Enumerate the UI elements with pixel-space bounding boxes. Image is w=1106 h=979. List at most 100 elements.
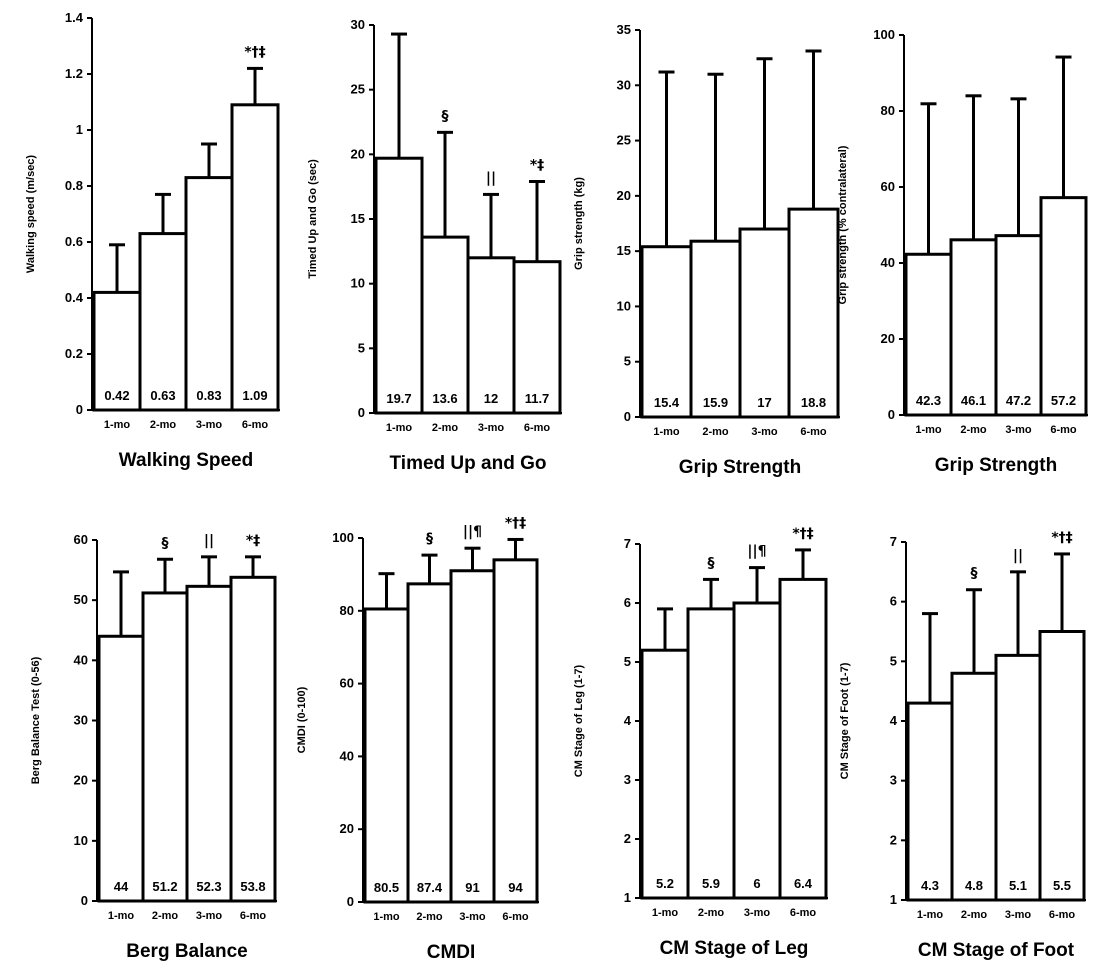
y-axis-label: Walking speed (m/sec) (25, 155, 37, 274)
bar-2-mo (950, 671, 998, 902)
bar-value-label: 0.83 (196, 388, 221, 403)
significance-marker: § (426, 531, 433, 547)
y-tick-label: 4 (624, 713, 632, 728)
bar-value-label: 47.2 (1006, 393, 1031, 408)
bar-2-mo (689, 239, 742, 419)
y-tick-label: 0 (358, 405, 365, 420)
bar-2-mo (138, 232, 188, 412)
significance-marker: *‡ (530, 157, 544, 173)
y-tick-label: 5 (624, 654, 631, 669)
bar-1-mo (640, 648, 690, 900)
category-label: 6-mo (1049, 909, 1076, 921)
category-label: 6-mo (502, 911, 529, 923)
y-tick-label: 5 (358, 340, 365, 355)
significance-marker: || (486, 170, 496, 186)
bar-1-mo (906, 701, 954, 902)
category-label: 2-mo (416, 911, 443, 923)
chart-title: CMDI (427, 942, 476, 963)
y-tick-label: 6 (890, 594, 897, 609)
y-tick-label: 20 (340, 821, 354, 836)
y-tick-label: 10 (74, 833, 88, 848)
y-tick-label: 0 (76, 402, 83, 417)
y-tick-label: 60 (881, 179, 895, 194)
bar-value-label: 0.42 (104, 388, 129, 403)
chart-title: Walking Speed (119, 450, 253, 471)
bar-value-label: 18.8 (801, 395, 826, 410)
bar-value-label: 5.2 (656, 876, 674, 891)
y-tick-label: 20 (351, 146, 365, 161)
bar-value-label: 6 (753, 876, 760, 891)
category-label: 6-mo (524, 422, 551, 434)
bar-3-mo (466, 256, 516, 415)
category-label: 6-mo (240, 910, 267, 922)
bar-6-mo (230, 103, 280, 412)
y-tick-label: 2 (890, 832, 897, 847)
y-tick-label: 2 (624, 831, 631, 846)
y-tick-label: 0 (624, 409, 631, 424)
y-tick-label: 80 (881, 103, 895, 118)
category-label: 6-mo (1050, 424, 1077, 436)
y-tick-label: 7 (624, 536, 631, 551)
chart-title: Grip Strength (679, 457, 801, 478)
bar-6-mo (229, 575, 277, 903)
y-tick-label: 100 (873, 27, 895, 42)
significance-marker: *†‡ (792, 526, 813, 542)
category-label: 2-mo (961, 909, 988, 921)
category-label: 1-mo (915, 424, 942, 436)
y-axis-label: CM Stage of Foot (1-7) (839, 662, 851, 779)
y-tick-label: 0 (81, 893, 88, 908)
bar-value-label: 6.4 (794, 876, 813, 891)
bar-value-label: 44 (114, 879, 129, 894)
significance-marker: *‡ (246, 533, 260, 549)
chart-title: CM Stage of Foot (918, 940, 1075, 961)
chart-grip-strength-pct: 0 20 40 60 80 100 Grip strength (% contralater… (837, 27, 1088, 476)
bar-6-mo (1039, 196, 1088, 417)
y-tick-label: 35 (617, 22, 631, 37)
y-tick-label: 0 (347, 894, 354, 909)
bar-6-mo (778, 577, 828, 900)
y-tick-label: 25 (351, 82, 365, 97)
bar-value-label: 15.4 (654, 395, 680, 410)
bar-value-label: 91 (465, 880, 479, 895)
y-axis-label: CMDI (0-100) (296, 686, 308, 753)
significance-marker: || (1013, 548, 1023, 564)
bar-3-mo (738, 227, 791, 419)
category-label: 2-mo (702, 426, 729, 438)
y-tick-label: 30 (351, 17, 365, 32)
y-axis-label: Grip strength (kg) (573, 177, 585, 270)
bar-value-label: 87.4 (417, 880, 443, 895)
y-tick-label: 5 (890, 653, 897, 668)
significance-marker: ||¶ (463, 524, 482, 540)
y-tick-label: 1.4 (65, 10, 84, 25)
significance-marker: § (442, 108, 449, 124)
bar-2-mo (141, 591, 189, 903)
category-label: 2-mo (152, 910, 179, 922)
y-axis-label: Grip strength (% contralateral) (837, 145, 849, 304)
y-tick-label: 0.6 (65, 234, 83, 249)
chart-berg-balance: 0 10 20 30 40 50 60 Berg Balance Test (0-56) 44 1… (30, 532, 277, 962)
bar-value-label: 57.2 (1051, 393, 1076, 408)
significance-marker: ||¶ (747, 544, 766, 560)
y-tick-label: 80 (340, 603, 354, 618)
category-label: 3-mo (744, 907, 771, 919)
bar-1-mo (97, 634, 145, 903)
y-tick-label: 0 (888, 407, 895, 422)
category-label: 1-mo (104, 419, 131, 431)
bar-value-label: 4.3 (921, 878, 939, 893)
y-tick-label: 40 (881, 255, 895, 270)
category-label: 1-mo (373, 911, 400, 923)
bar-value-label: 4.8 (965, 878, 983, 893)
bar-value-label: 80.5 (374, 880, 399, 895)
y-tick-label: 1.2 (65, 66, 83, 81)
significance-marker: § (708, 555, 715, 571)
y-tick-label: 20 (617, 188, 631, 203)
bar-6-mo (512, 260, 562, 415)
category-label: 2-mo (432, 422, 459, 434)
y-tick-label: 20 (881, 331, 895, 346)
bar-value-label: 19.7 (386, 391, 411, 406)
chart-cmdi: 0 20 40 60 80 100 CMDI (0-100) 80.5 1-mo 87.4 2-mo… (296, 515, 539, 963)
y-tick-label: 6 (624, 595, 631, 610)
significance-marker: *†‡ (505, 515, 526, 531)
bar-value-label: 94 (508, 880, 523, 895)
